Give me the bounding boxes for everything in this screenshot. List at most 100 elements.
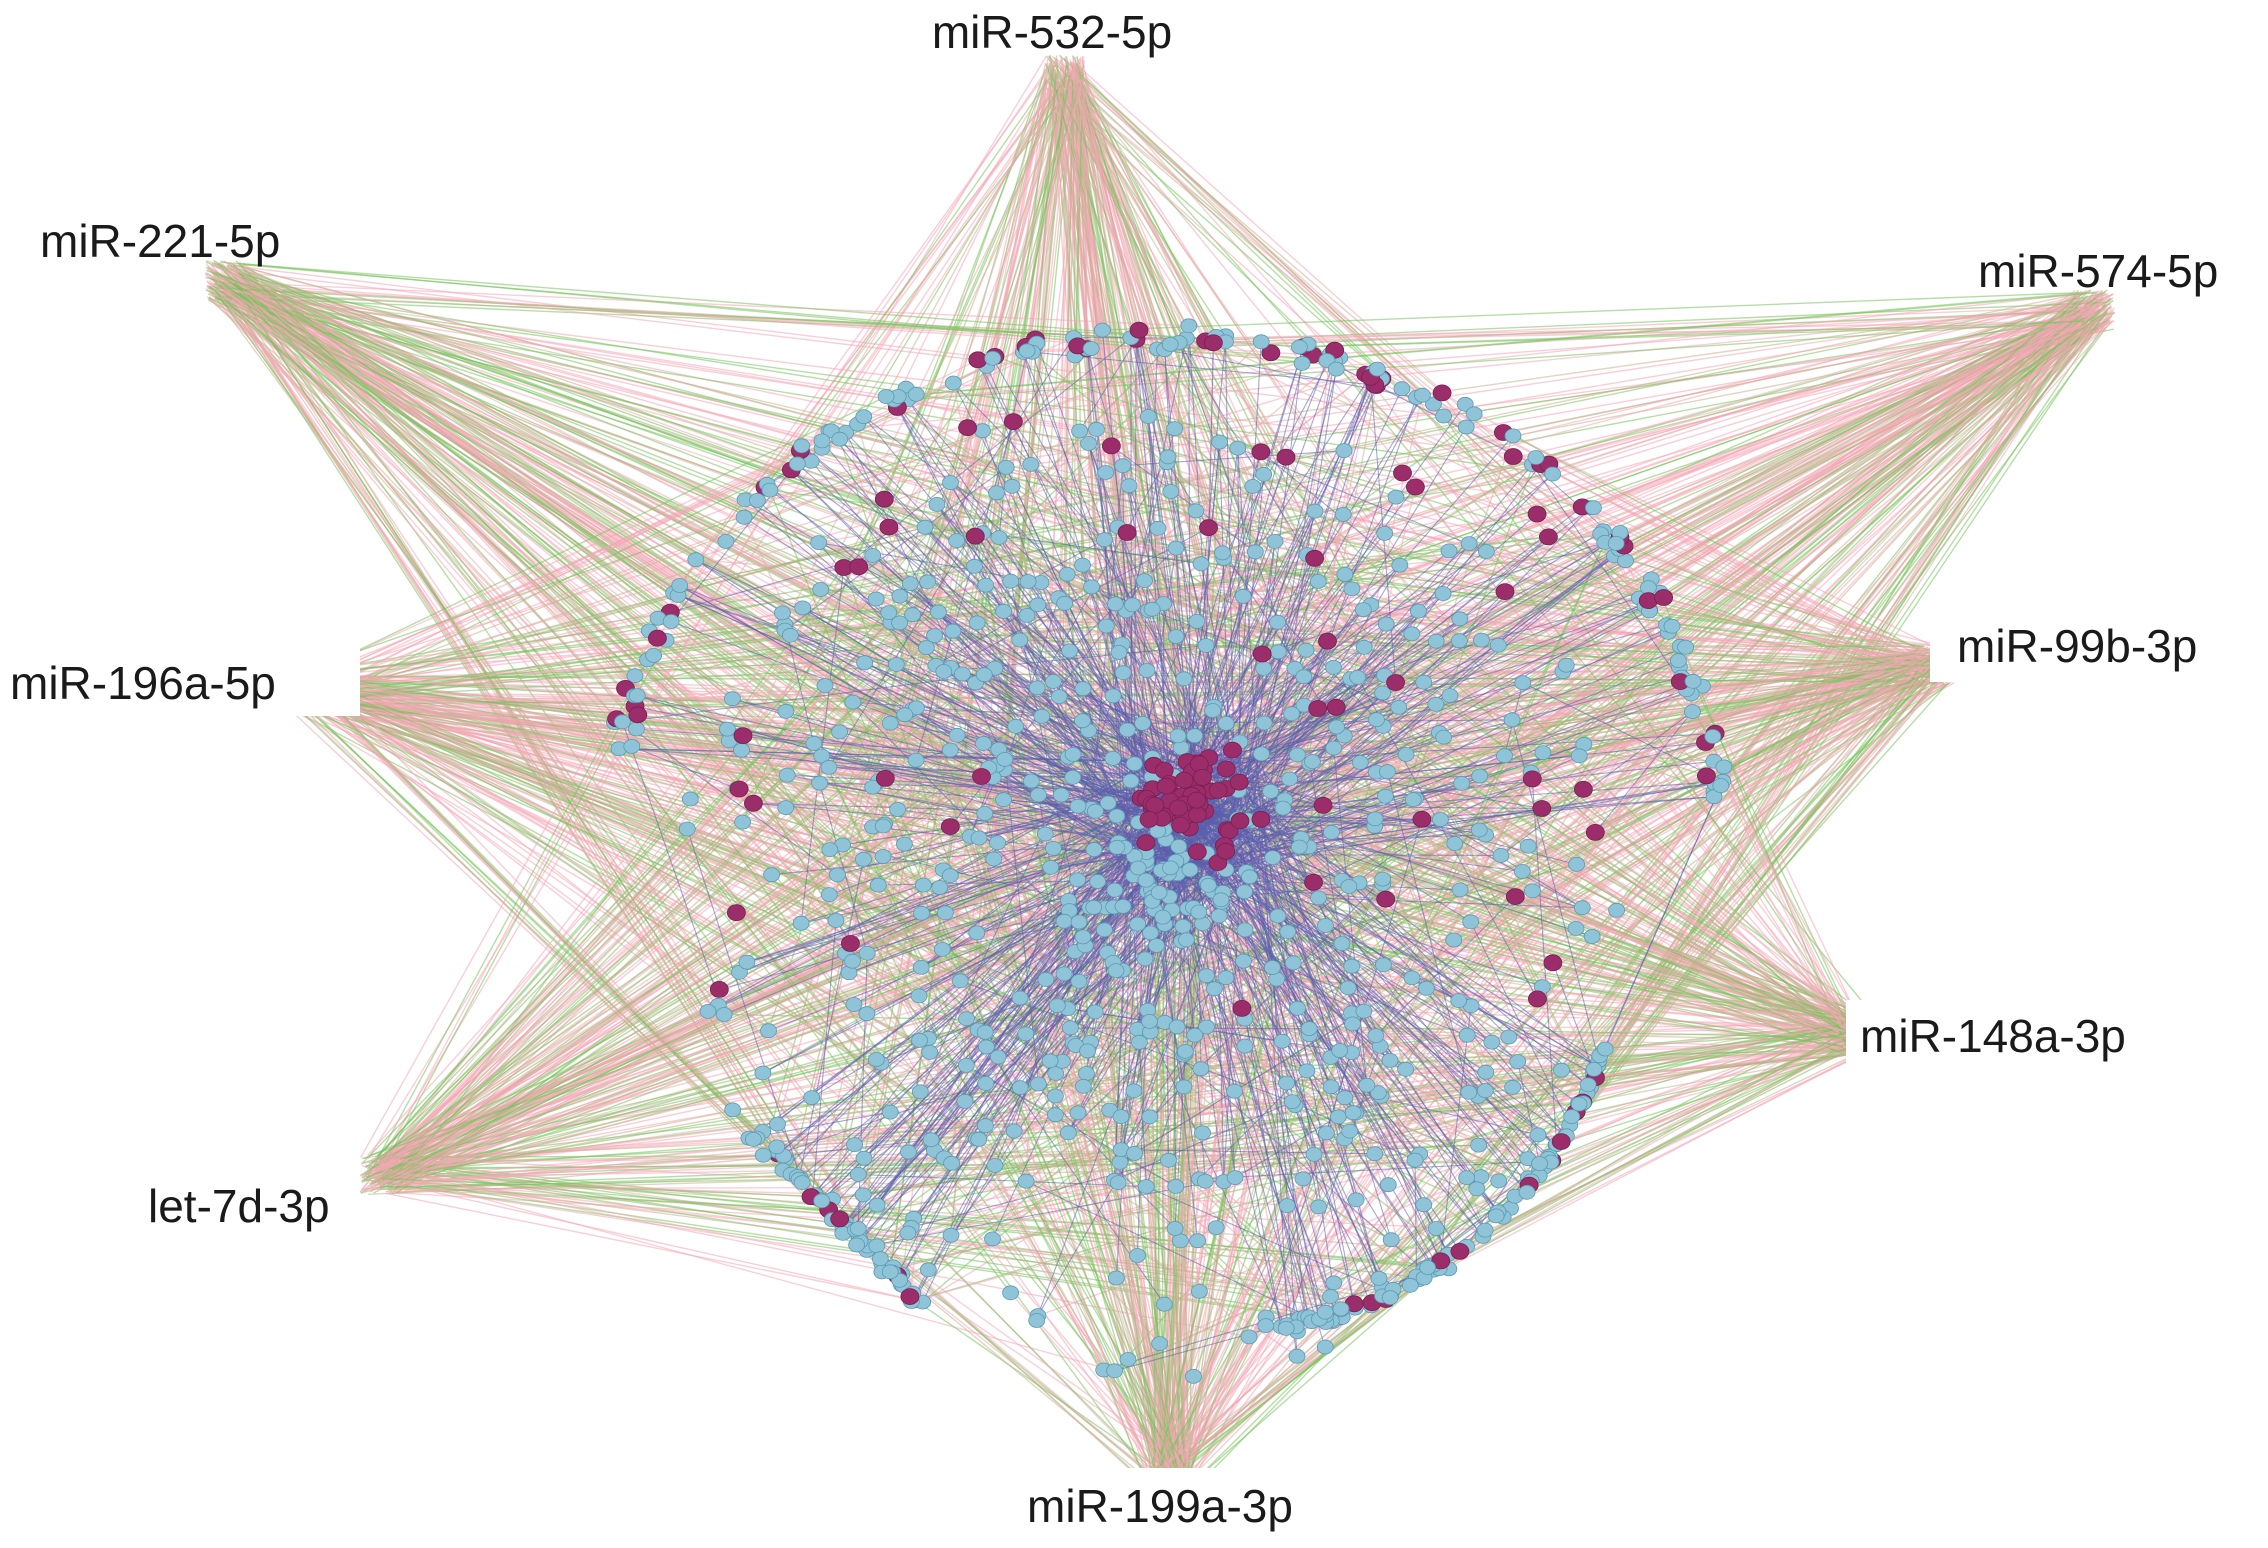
- mirna-edge: [1170, 385, 1378, 1464]
- gene-node: [1160, 1152, 1177, 1168]
- gene-node: [916, 519, 934, 535]
- gene-node: [1197, 638, 1215, 653]
- gene-node: [1297, 642, 1315, 658]
- gene-node: [1295, 669, 1313, 685]
- hub-label-miR-574-5p: miR-574-5p: [1978, 245, 2218, 297]
- mirna-edge: [1047, 81, 1714, 737]
- mirna-edge: [361, 1164, 1115, 1372]
- gene-node: [1390, 700, 1408, 715]
- gene-node: [910, 988, 928, 1004]
- gene-node: [954, 666, 971, 682]
- gene-node: [1387, 489, 1405, 505]
- gene-node: [1192, 1061, 1210, 1077]
- gene-node: [768, 1139, 786, 1155]
- gene-node: [1089, 874, 1106, 889]
- gene-node: [1190, 1284, 1208, 1299]
- gene-node: [1069, 1105, 1087, 1121]
- gene-node: [921, 1045, 939, 1060]
- mirna-edge: [1136, 320, 2084, 341]
- mirna-edge: [217, 294, 720, 990]
- gene-node: [1279, 924, 1297, 940]
- ppi-edge: [943, 527, 1209, 672]
- gene-node: [1418, 980, 1435, 996]
- gene-node: [1106, 882, 1124, 898]
- gene-node: [867, 1052, 885, 1067]
- mirna-edge: [821, 650, 1948, 757]
- gene-node: [1047, 1107, 1064, 1123]
- gene-node: [937, 905, 954, 921]
- ppi-edge: [1185, 343, 1309, 810]
- gene-node: [717, 534, 735, 549]
- gene-node: [820, 887, 838, 902]
- mirna-edge: [1671, 625, 1865, 1032]
- mirna-edge: [1512, 435, 1956, 659]
- mirna-edge: [291, 707, 886, 780]
- hub-label-text: let-7d-3p: [148, 1180, 330, 1232]
- gene-node: [831, 431, 849, 447]
- hub-label-miR-99b-3p: miR-99b-3p: [1930, 610, 2268, 682]
- hub-gene-node: [830, 1210, 850, 1228]
- mirna-edge: [1232, 749, 1868, 1050]
- gene-node: [956, 1093, 974, 1109]
- gene-node: [1607, 536, 1625, 551]
- gene-node: [1553, 1062, 1570, 1078]
- gene-node: [1074, 713, 1091, 729]
- gene-node: [881, 1264, 899, 1280]
- hub-gene-node: [841, 935, 860, 952]
- gene-node: [777, 703, 795, 719]
- mirna-edge: [281, 341, 1226, 703]
- gene-node: [628, 688, 646, 703]
- gene-node: [976, 806, 994, 821]
- gene-node: [1483, 1034, 1501, 1050]
- mirna-edge: [311, 365, 988, 708]
- gene-node: [1045, 674, 1062, 689]
- gene-node: [782, 627, 799, 643]
- gene-node: [944, 375, 962, 391]
- gene-node: [995, 792, 1012, 808]
- gene-node: [821, 842, 839, 857]
- gene-node: [1341, 1123, 1359, 1139]
- hub-gene-node: [1539, 528, 1558, 546]
- gene-node: [1211, 434, 1228, 450]
- gene-node: [1367, 1028, 1385, 1043]
- gene-node: [1167, 629, 1185, 644]
- ppi-edge: [1411, 464, 1542, 635]
- hub-gene-node: [1232, 1000, 1252, 1017]
- gene-node: [1052, 787, 1070, 803]
- gene-node: [1061, 643, 1078, 659]
- mirna-edge: [1303, 320, 2084, 348]
- gene-node: [754, 1065, 772, 1081]
- hub-gene-node: [972, 768, 991, 785]
- gene-node: [1335, 443, 1353, 459]
- gene-node: [1229, 440, 1247, 456]
- mirna-edge: [219, 291, 1553, 475]
- gene-node: [1451, 882, 1469, 898]
- gene-node: [1088, 421, 1105, 437]
- ppi-edge: [784, 624, 815, 744]
- gene-node: [1055, 913, 1073, 929]
- hub-gene-node: [1393, 464, 1412, 482]
- gene-node: [1166, 1221, 1184, 1236]
- mirna-edge: [647, 659, 1852, 1042]
- gene-node: [858, 1006, 876, 1022]
- mirna-edge: [369, 748, 1000, 1188]
- hub-gene-node: [874, 490, 894, 508]
- ppi-edge: [936, 504, 1156, 782]
- gene-node: [1106, 1363, 1123, 1379]
- mirna-edge: [308, 365, 988, 689]
- ppi-edge: [1254, 397, 1418, 850]
- gene-node: [805, 736, 823, 751]
- ppi-edge: [1256, 790, 1353, 967]
- gene-node: [1381, 1053, 1399, 1068]
- mirna-edge: [217, 295, 1131, 339]
- gene-node: [777, 800, 795, 815]
- gene-node: [715, 1007, 733, 1022]
- mirna-edge: [1149, 1041, 1493, 1488]
- gene-node: [1253, 746, 1270, 762]
- gene-node: [1085, 900, 1103, 915]
- mirna-edge: [375, 788, 738, 1182]
- gene-node: [1393, 381, 1411, 397]
- gene-node: [1134, 715, 1151, 731]
- gene-node: [1029, 597, 1047, 613]
